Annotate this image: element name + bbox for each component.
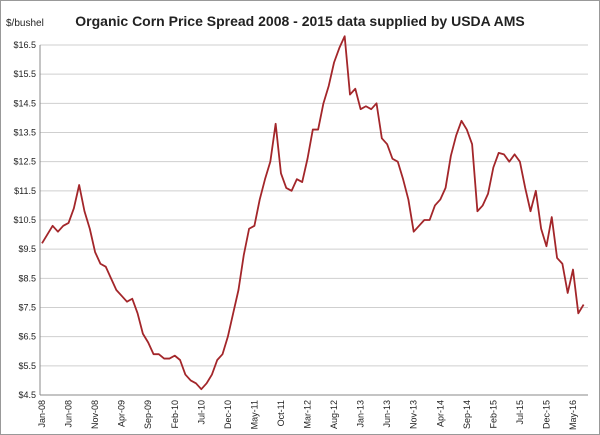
y-tick-label: $5.5 xyxy=(18,361,36,371)
x-tick-label: May-16 xyxy=(568,400,578,430)
chart-title: Organic Corn Price Spread 2008 - 2015 da… xyxy=(75,13,524,29)
x-tick-label: Jul-15 xyxy=(515,400,525,425)
x-tick-label: Nov-13 xyxy=(409,400,419,429)
y-tick-label: $4.5 xyxy=(18,390,36,400)
series-line xyxy=(41,35,585,391)
x-tick-label: Jan-08 xyxy=(37,400,47,428)
x-tick-label: Aug-12 xyxy=(329,400,339,429)
y-tick-label: $7.5 xyxy=(18,303,36,313)
x-tick-label: Apr-09 xyxy=(117,400,127,427)
x-tick-label: Feb-10 xyxy=(170,400,180,429)
x-tick-label: Jul-10 xyxy=(196,400,206,425)
x-tick-label: Sep-09 xyxy=(143,400,153,429)
x-tick-label: Nov-08 xyxy=(90,400,100,429)
x-tick-label: May-11 xyxy=(249,400,259,429)
y-tick-label: $8.5 xyxy=(18,273,36,283)
y-tick-label: $14.5 xyxy=(13,98,36,108)
y-tick-label: $12.5 xyxy=(13,157,36,167)
y-tick-label: $6.5 xyxy=(18,332,36,342)
x-tick-label: Oct-11 xyxy=(276,400,286,426)
y-tick-label: $15.5 xyxy=(13,69,36,79)
x-tick-label: Dec-10 xyxy=(223,400,233,429)
x-tick-label: Jan-13 xyxy=(356,400,366,428)
x-tick-label: Apr-14 xyxy=(435,400,445,427)
y-tick-label: $13.5 xyxy=(13,128,36,138)
x-tick-label: Jun-13 xyxy=(382,400,392,428)
x-tick-label: Jun-08 xyxy=(64,400,74,428)
y-tick-label: $16.5 xyxy=(13,40,36,50)
y-tick-label: $10.5 xyxy=(13,215,36,225)
y-tick-label: $9.5 xyxy=(18,244,36,254)
x-tick-label: Dec-15 xyxy=(541,400,551,429)
x-tick-label: Feb-15 xyxy=(488,400,498,429)
x-tick-label: Mar-12 xyxy=(303,400,313,429)
x-tick-label: Sep-14 xyxy=(462,400,472,429)
y-tick-label: $11.5 xyxy=(14,186,36,196)
y-axis-label: $/bushel xyxy=(6,18,44,29)
